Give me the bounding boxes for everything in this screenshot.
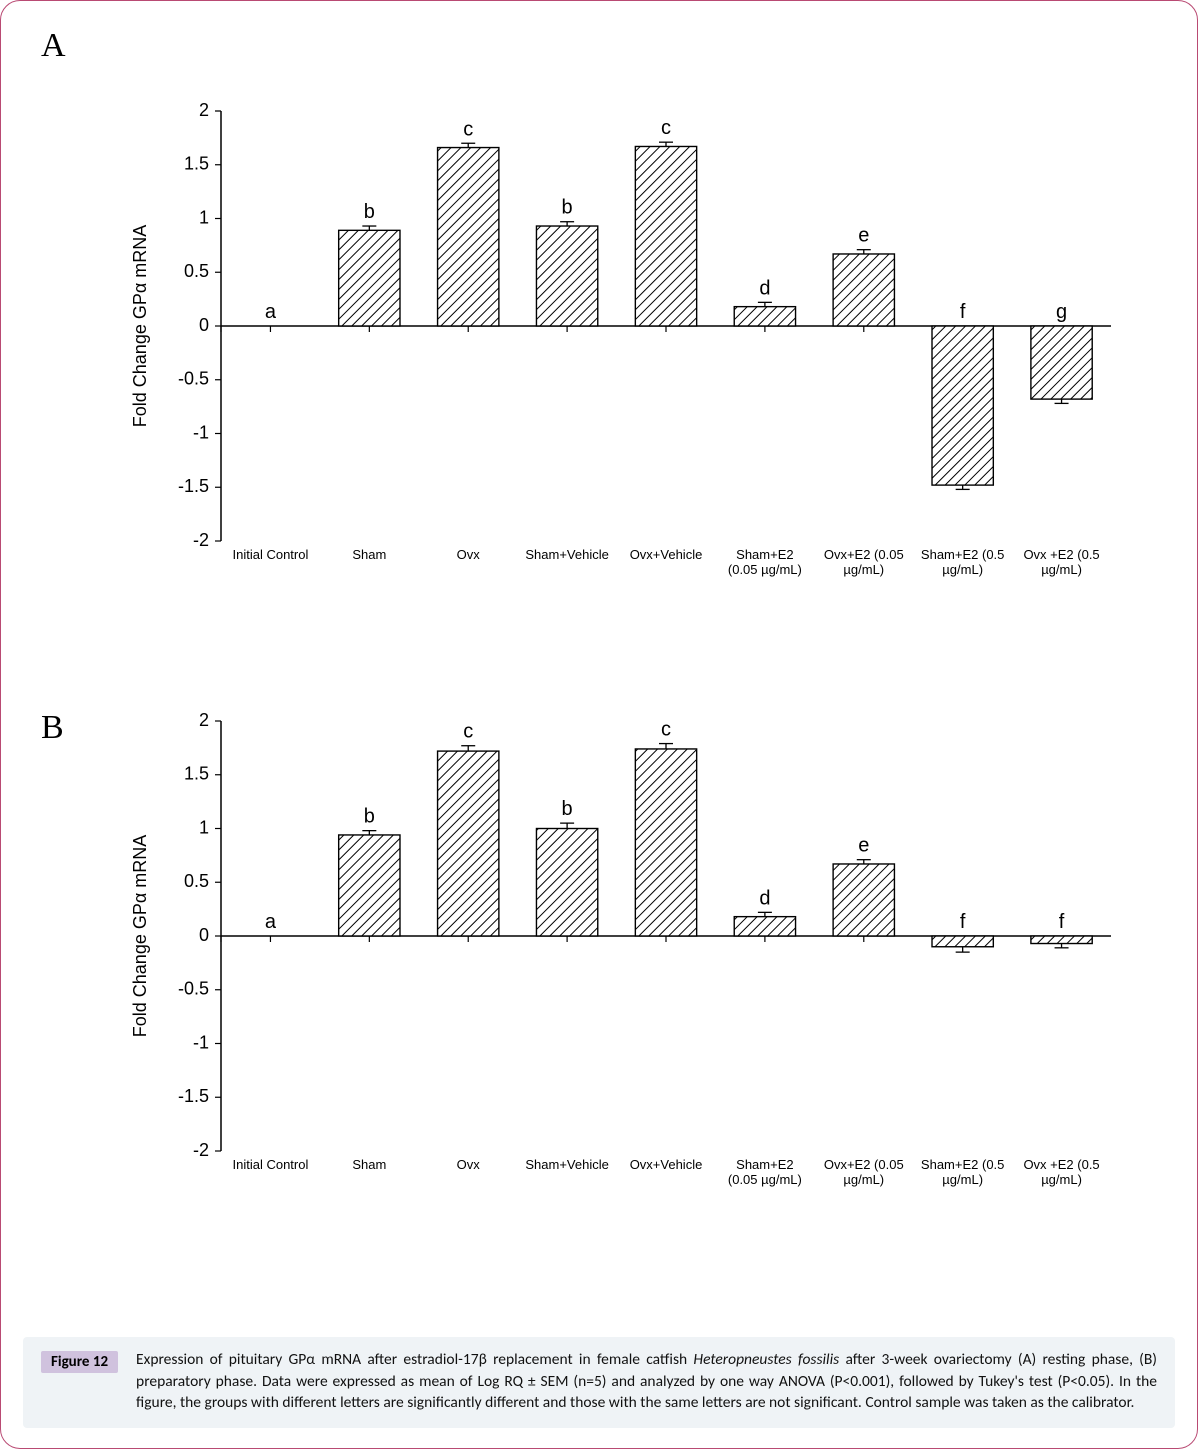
svg-text:Fold Change GPα mRNA: Fold Change GPα mRNA — [130, 225, 150, 427]
svg-text:1.5: 1.5 — [184, 154, 209, 174]
svg-text:Ovx +E2 (0.5: Ovx +E2 (0.5 — [1023, 1157, 1099, 1172]
svg-text:1.5: 1.5 — [184, 764, 209, 784]
svg-text:Sham+E2 (0.5: Sham+E2 (0.5 — [921, 547, 1004, 562]
svg-text:Sham: Sham — [352, 547, 386, 562]
svg-text:Ovx+Vehicle: Ovx+Vehicle — [630, 547, 703, 562]
svg-text:g: g — [1056, 301, 1067, 323]
figure-page: A B -2 -1.5 -1 -0.5 0 0.5 1 1.5 2 Fold Change GPα… — [0, 0, 1198, 1449]
svg-text:Ovx: Ovx — [457, 1157, 481, 1172]
svg-text:µg/mL): µg/mL) — [942, 1172, 983, 1187]
svg-text:µg/mL): µg/mL) — [942, 562, 983, 577]
svg-text:-2: -2 — [193, 530, 209, 550]
svg-text:Initial Control: Initial Control — [233, 1157, 309, 1172]
panel-label-B: B — [41, 709, 64, 747]
svg-text:c: c — [463, 118, 473, 140]
svg-text:-2: -2 — [193, 1140, 209, 1160]
svg-text:µg/mL): µg/mL) — [843, 562, 884, 577]
svg-text:µg/mL): µg/mL) — [1041, 1172, 1082, 1187]
svg-text:Ovx: Ovx — [457, 547, 481, 562]
svg-text:1: 1 — [199, 207, 209, 227]
svg-text:a: a — [265, 301, 277, 323]
svg-text:d: d — [759, 277, 770, 299]
svg-text:-1: -1 — [193, 422, 209, 442]
svg-text:Initial Control: Initial Control — [233, 547, 309, 562]
svg-text:-0.5: -0.5 — [178, 979, 209, 999]
svg-text:2: 2 — [199, 100, 209, 120]
chart-B: -2 -1.5 -1 -0.5 0 0.5 1 1.5 2 Fold Change GPα mRN… — [101, 701, 1121, 1271]
svg-text:b: b — [364, 806, 375, 828]
svg-text:e: e — [858, 835, 869, 857]
svg-text:f: f — [960, 911, 966, 933]
svg-text:b: b — [562, 798, 573, 820]
svg-text:f: f — [1059, 911, 1065, 933]
svg-text:Ovx+E2 (0.05: Ovx+E2 (0.05 — [824, 1157, 904, 1172]
svg-text:-1.5: -1.5 — [178, 1086, 209, 1106]
svg-text:µg/mL): µg/mL) — [1041, 562, 1082, 577]
svg-text:0: 0 — [199, 925, 209, 945]
svg-text:Sham: Sham — [352, 1157, 386, 1172]
svg-text:Sham+E2 (0.5: Sham+E2 (0.5 — [921, 1157, 1004, 1172]
svg-text:0: 0 — [199, 315, 209, 335]
figure-caption-text: Expression of pituitary GPα mRNA after e… — [136, 1349, 1157, 1414]
svg-text:1: 1 — [199, 817, 209, 837]
svg-text:0.5: 0.5 — [184, 871, 209, 891]
svg-text:f: f — [960, 301, 966, 323]
svg-text:b: b — [562, 197, 573, 219]
figure-badge: Figure 12 — [41, 1351, 118, 1373]
svg-text:Sham+Vehicle: Sham+Vehicle — [525, 1157, 608, 1172]
svg-text:d: d — [759, 887, 770, 909]
svg-text:Sham+E2: Sham+E2 — [736, 1157, 793, 1172]
svg-text:µg/mL): µg/mL) — [843, 1172, 884, 1187]
svg-text:Ovx+E2 (0.05: Ovx+E2 (0.05 — [824, 547, 904, 562]
svg-text:Fold Change GPα mRNA: Fold Change GPα mRNA — [130, 835, 150, 1037]
svg-text:Ovx +E2 (0.5: Ovx +E2 (0.5 — [1023, 547, 1099, 562]
figure-caption-box: Figure 12 Expression of pituitary GPα mR… — [23, 1337, 1175, 1428]
svg-text:c: c — [661, 719, 671, 741]
svg-text:c: c — [661, 117, 671, 139]
svg-text:a: a — [265, 911, 277, 933]
svg-text:(0.05 µg/mL): (0.05 µg/mL) — [728, 1172, 802, 1187]
svg-text:2: 2 — [199, 710, 209, 730]
svg-text:Sham+E2: Sham+E2 — [736, 547, 793, 562]
svg-text:e: e — [858, 225, 869, 247]
svg-text:Ovx+Vehicle: Ovx+Vehicle — [630, 1157, 703, 1172]
svg-text:-1: -1 — [193, 1032, 209, 1052]
panel-label-A: A — [41, 27, 66, 65]
svg-text:-0.5: -0.5 — [178, 369, 209, 389]
svg-text:b: b — [364, 201, 375, 223]
svg-text:0.5: 0.5 — [184, 261, 209, 281]
chart-A: -2 -1.5 -1 -0.5 0 0.5 1 1.5 2 Fold Change GPα mRN… — [101, 91, 1121, 661]
svg-text:Sham+Vehicle: Sham+Vehicle — [525, 547, 608, 562]
svg-text:c: c — [463, 721, 473, 743]
svg-text:(0.05 µg/mL): (0.05 µg/mL) — [728, 562, 802, 577]
svg-text:-1.5: -1.5 — [178, 476, 209, 496]
